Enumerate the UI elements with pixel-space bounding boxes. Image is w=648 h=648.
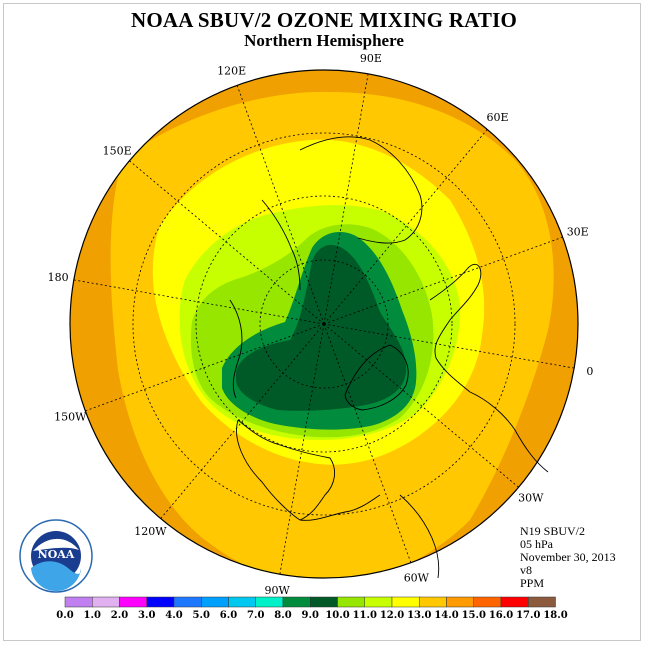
colorbar-tick-label: 13.0: [407, 610, 431, 621]
longitude-label: 60E: [487, 111, 509, 124]
colorbar-tick-label: 14.0: [434, 610, 458, 621]
colorbar-tick-label: 4.0: [165, 610, 182, 621]
coast-south-america: [399, 494, 440, 579]
colorbar-swatch: [500, 596, 529, 608]
colorbar-swatch: [228, 596, 256, 608]
longitude-label: 90W: [264, 584, 290, 597]
colorbar-tick-label: 10.0: [325, 610, 349, 621]
meridian-line: [160, 323, 325, 519]
satellite-label: N19 SBUV/2: [520, 524, 586, 538]
colorbar-swatch: [255, 596, 284, 608]
coast-north-america-east: [237, 419, 336, 521]
colorbar-tick-label: 3.0: [138, 610, 155, 621]
colorbar-swatch: [446, 596, 474, 608]
colorbar: 0.0 1.0 2.0 3.0 4.0 5.0 6.0 7.0 8.0 9.0 10.0 11.0 12…: [56, 596, 568, 621]
colorbar-swatch: [119, 596, 147, 608]
meridian-line: [236, 85, 325, 325]
longitude-label: 180: [48, 271, 69, 284]
ozone-field: [70, 70, 578, 578]
coast-arctic-siberia: [261, 199, 301, 291]
colorbar-swatch: [337, 596, 365, 608]
longitude-label: 150E: [103, 144, 132, 157]
product-info: N19 SBUV/2 05 hPa November 30, 2013 v8 P…: [520, 525, 616, 590]
colorbar-swatch: [364, 596, 393, 608]
coast-europe: [429, 263, 482, 393]
colorbar-tick-label: 8.0: [274, 610, 291, 621]
coast-asia: [299, 136, 423, 244]
map-subtitle: Northern Hemisphere: [244, 31, 404, 50]
logo-wave: [31, 561, 82, 592]
meridian-line: [85, 323, 325, 412]
colorbar-tick-label: 0.0: [56, 610, 73, 621]
logo-label: NOAA: [38, 548, 75, 561]
latitude-circle-30n: [132, 132, 516, 516]
colorbar-swatch: [282, 596, 311, 608]
meridian-line: [323, 129, 488, 325]
colorbar-tick-label: 18.0: [543, 610, 567, 621]
coast-greenland: [344, 344, 409, 411]
longitude-label: 150W: [54, 410, 87, 423]
map-title: NOAA SBUV/2 OZONE MIXING RATIO: [131, 8, 517, 32]
colorbar-tick-label: 12.0: [380, 610, 404, 621]
units-label: PPM: [520, 576, 545, 590]
longitude-labels: 90E 60E 30E 0 30W 60W 90W 120W 150W 180 150E 120E: [48, 52, 594, 597]
colorbar-tick-label: 5.0: [193, 610, 210, 621]
colorbar-swatch: [64, 596, 93, 608]
latitude-circle-50n: [195, 195, 453, 453]
coast-north-america-west: [236, 419, 301, 521]
colorbar-tick-label: 6.0: [220, 610, 237, 621]
longitude-label: 90E: [360, 52, 382, 65]
longitude-label: 60W: [404, 572, 430, 585]
longitude-label: 0: [586, 365, 593, 378]
colorbar-tick-label: 16.0: [489, 610, 513, 621]
colorbar-tick-label: 1.0: [84, 610, 101, 621]
meridian-line: [323, 73, 369, 325]
colorbar-tick-label: 15.0: [462, 610, 486, 621]
colorbar-tick-label: 2.0: [111, 610, 128, 621]
longitude-label: 30W: [518, 492, 544, 505]
pressure-level-label: 05 hPa: [520, 537, 553, 551]
colorbar-swatch: [173, 596, 202, 608]
noaa-logo: NOAA: [19, 519, 93, 593]
graticule: [73, 73, 575, 575]
latitude-circle-70n: [259, 259, 389, 389]
colorbar-swatch: [419, 596, 447, 608]
meridian-line: [279, 323, 325, 575]
date-label: November 30, 2013: [520, 550, 616, 564]
meridian-line: [129, 160, 325, 325]
colorbar-swatch: [473, 596, 502, 608]
colorbar-swatch: [391, 596, 420, 608]
colorbar-swatch: [146, 596, 175, 608]
colorbar-tick-label: 9.0: [302, 610, 319, 621]
colorbar-tick-label: 7.0: [247, 610, 264, 621]
longitude-label: 120W: [134, 525, 167, 538]
meridian-line: [323, 236, 563, 325]
colorbar-swatch: [310, 596, 338, 608]
logo-gull: [33, 538, 79, 551]
colorbar-swatch: [92, 596, 120, 608]
meridian-line: [323, 323, 575, 369]
colorbar-tick-label: 17.0: [516, 610, 540, 621]
version-label: v8: [520, 563, 532, 577]
longitude-label: 30E: [567, 226, 589, 239]
colorbar-tick-label: 11.0: [353, 610, 377, 621]
coast-gulf-mexico: [299, 494, 381, 521]
figure-frame: [3, 3, 641, 641]
colorbar-swatch: [528, 596, 556, 608]
coast-alaska: [229, 299, 243, 399]
hemisphere-boundary: [69, 69, 579, 579]
longitude-label: 120E: [217, 64, 246, 77]
meridian-line: [73, 279, 325, 325]
colorbar-swatch: [201, 596, 229, 608]
meridian-line: [323, 323, 519, 488]
meridian-line: [323, 323, 412, 563]
